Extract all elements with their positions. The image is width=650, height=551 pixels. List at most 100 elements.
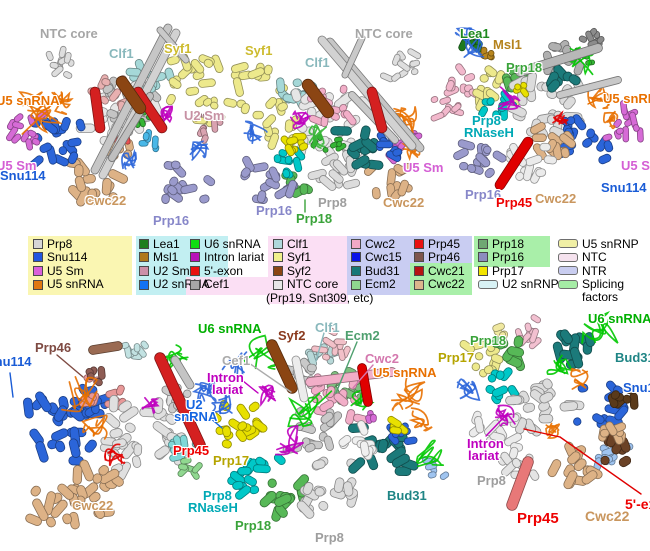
legend-swatch (273, 279, 283, 290)
legend-item-ntc-core: NTC core (273, 278, 338, 291)
legend-swatch (558, 239, 578, 249)
legend-item-label: U2 snRNP (502, 277, 559, 292)
label-prp45: Prp45 (517, 510, 559, 527)
legend-item-u5-snrna: U5 snRNA (33, 278, 104, 291)
legend-item-syf2: Syf2 (273, 265, 311, 278)
panel-bottom-left (9, 340, 218, 530)
legend-item--prp19-snt309-etc-: (Prp19, Snt309, etc) (266, 292, 373, 305)
legend-swatch (414, 279, 424, 290)
label-ecm2: Ecm2 (345, 328, 380, 343)
label-rnaseh: RNaseH (464, 125, 514, 140)
legend-item-label: Snu114 (47, 250, 88, 265)
label-clf1: Clf1 (305, 55, 330, 70)
legend-item-ecm2: Ecm2 (351, 278, 396, 291)
legend-item-u5-sm: U5 Sm (33, 265, 84, 278)
legend-swatch (478, 252, 488, 263)
label-prp16: Prp16 (256, 203, 293, 218)
legend-swatch (190, 238, 200, 249)
legend-item-label: NTC (582, 250, 607, 265)
label-u5-snrna: U5 snRNA (0, 93, 60, 108)
label-prp46: Prp46 (35, 340, 72, 355)
legend-swatch (273, 265, 283, 276)
legend-item-label: U6 snRNA (204, 236, 261, 251)
legend-swatch (33, 252, 43, 263)
legend-swatch (351, 238, 361, 249)
label-prp8: Prp8 (318, 195, 347, 210)
legend-swatch (190, 279, 200, 290)
legend-swatch (273, 252, 283, 263)
legend-swatch (414, 238, 424, 249)
label-cwc22: Cwc22 (535, 191, 577, 206)
legend-swatch (558, 252, 578, 262)
legend-item-label: Intron lariat (204, 250, 265, 265)
legend-swatch (558, 280, 578, 290)
label-cwc22: Cwc22 (585, 508, 630, 524)
panel-top-middle (223, 34, 425, 213)
legend-group-box-2 (186, 277, 270, 295)
label-prp18: Prp18 (470, 333, 507, 348)
legend-item-cwc21: Cwc21 (414, 265, 465, 278)
legend-item-cwc2: Cwc2 (351, 237, 395, 251)
label-msl1: Msl1 (493, 37, 522, 52)
legend-item-label: Syf1 (287, 250, 312, 265)
legend-item-label: Cwc22 (428, 277, 465, 292)
label-syf2: Syf2 (278, 328, 306, 343)
label-prp18: Prp18 (235, 518, 272, 533)
legend-item-label: Clf1 (287, 236, 309, 251)
legend-item-syf1: Syf1 (273, 251, 311, 264)
legend-swatch (139, 238, 149, 249)
label-u2: U2 (186, 397, 203, 412)
legend-swatch (190, 252, 200, 263)
legend-item-prp17: Prp17 (478, 265, 524, 278)
legend-item-label: NTR (582, 263, 607, 278)
legend-swatch (351, 265, 361, 276)
legend-swatch (139, 252, 149, 263)
label-syf1: Syf1 (245, 43, 273, 58)
label-clf1: Clf1 (315, 320, 340, 335)
label-clf1: Clf1 (109, 46, 134, 61)
legend-item-label: U5 snRNA (47, 277, 104, 292)
legend-item-u2-snrnp: U2 snRNP (478, 278, 559, 291)
label-u5-sm: U5 Sm (621, 158, 650, 173)
label-cwc2: Cwc2 (365, 351, 399, 366)
label-prp18: Prp18 (296, 211, 333, 226)
label-snu114: Snu114 (0, 168, 46, 183)
label-u2-sm: U2 Sm (184, 108, 225, 123)
label-prp17: Prp17 (213, 453, 250, 468)
label-prp8: Prp8 (477, 473, 506, 488)
legend-item-label: U2 Sm (153, 263, 190, 278)
label-syf1: Syf1 (164, 41, 192, 56)
legend-item-cwc15: Cwc15 (351, 251, 402, 264)
legend-swatch (33, 279, 43, 290)
legend-item-cef1: Cef1 (190, 278, 229, 291)
legend-swatch (139, 279, 149, 290)
label-cwc22: Cwc22 (383, 195, 425, 210)
label-snu114: Snu114 (623, 380, 650, 395)
label-prp45: Prp45 (173, 443, 210, 458)
legend-swatch (351, 252, 361, 263)
legend-item-bud31: Bud31 (351, 265, 400, 278)
legend-item-intron-lariat: Intron lariat (190, 251, 264, 264)
legend-item-label: Prp46 (428, 250, 461, 265)
legend-item-label: Prp45 (428, 236, 461, 251)
legend-item-cwc22: Cwc22 (414, 278, 465, 291)
legend-item-u2-sm: U2 Sm (139, 265, 190, 278)
legend-item-lea1: Lea1 (139, 237, 180, 251)
legend-swatch (351, 279, 361, 290)
legend-swatch (414, 252, 424, 263)
legend-item-label: Prp17 (492, 263, 525, 278)
label-prp45: Prp45 (496, 195, 533, 210)
legend-item-label: Cwc15 (365, 250, 402, 265)
panel-bottom-right (456, 310, 642, 511)
legend-item-label: Prp8 (47, 236, 73, 251)
label-prp8: Prp8 (203, 488, 232, 503)
legend-item-label: (Prp19, Snt309, etc) (266, 290, 374, 305)
label-intron: Intron (207, 370, 244, 385)
panel-top-right (430, 27, 644, 191)
legend-swatch (478, 238, 488, 249)
legend-swatch (414, 265, 424, 276)
label-rnaseh: RNaseH (188, 500, 238, 515)
legend-item-label: Prp16 (492, 250, 525, 265)
legend-item-label: U5 snRNP (582, 236, 639, 251)
